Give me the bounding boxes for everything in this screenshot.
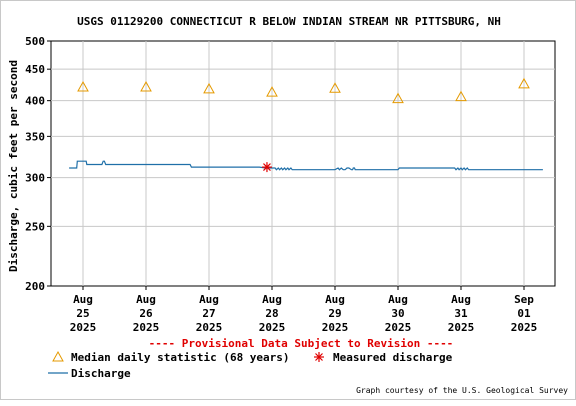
- plot-area: [50, 40, 556, 287]
- median-marker: [203, 82, 215, 94]
- x-tick-label: Aug: [388, 293, 408, 306]
- series-layer: [69, 77, 543, 173]
- y-axis: 200 250 300 350 400 450 500: [25, 35, 51, 293]
- x-tick-label: Aug: [199, 293, 219, 306]
- y-tick-label: 500: [25, 35, 45, 48]
- x-tick-label: 2025: [70, 321, 97, 334]
- legend-discharge-label: Discharge: [71, 367, 131, 380]
- x-tick-label: 25: [76, 307, 89, 320]
- x-tick-label: 2025: [448, 321, 475, 334]
- x-tick-label: 31: [454, 307, 468, 320]
- provisional-notice: ---- Provisional Data Subject to Revisio…: [149, 337, 454, 350]
- median-marker: [140, 80, 152, 92]
- y-tick-label: 400: [25, 95, 45, 108]
- x-tick-label: Aug: [262, 293, 282, 306]
- legend-median-marker: [52, 350, 64, 362]
- x-tick-label: 29: [328, 307, 341, 320]
- x-axis: Aug252025Aug262025Aug272025Aug282025Aug2…: [70, 286, 538, 334]
- legend-median-label: Median daily statistic (68 years): [71, 351, 290, 364]
- discharge-series-line: [69, 160, 543, 171]
- y-tick-label: 450: [25, 63, 45, 76]
- legend: Median daily statistic (68 years) Measur…: [48, 350, 453, 380]
- x-tick-label: 2025: [259, 321, 286, 334]
- x-tick-label: 2025: [511, 321, 538, 334]
- x-tick-label: Aug: [136, 293, 156, 306]
- x-tick-label: 26: [139, 307, 153, 320]
- x-tick-label: 2025: [322, 321, 349, 334]
- median-marker: [329, 82, 341, 93]
- plot-border: [50, 40, 556, 287]
- median-marker: [518, 77, 530, 89]
- x-tick-label: Aug: [451, 293, 471, 306]
- y-tick-label: 300: [25, 172, 45, 185]
- x-tick-label: 2025: [196, 321, 223, 334]
- median-marker: [392, 92, 404, 104]
- legend-measured-label: Measured discharge: [333, 351, 453, 364]
- x-tick-label: 01: [517, 307, 531, 320]
- x-tick-label: Aug: [73, 293, 93, 306]
- x-tick-label: 2025: [133, 321, 160, 334]
- median-marker: [266, 86, 278, 97]
- courtesy-note: Graph courtesy of the U.S. Geological Su…: [356, 386, 568, 395]
- x-tick-label: 28: [265, 307, 278, 320]
- x-tick-label: 2025: [385, 321, 412, 334]
- y-tick-label: 200: [25, 280, 45, 293]
- chart-title: USGS 01129200 CONNECTICUT R BELOW INDIAN…: [77, 15, 501, 28]
- x-tick-label: 27: [202, 307, 215, 320]
- x-tick-label: Aug: [325, 293, 345, 306]
- y-tick-label: 250: [25, 220, 45, 233]
- median-marker: [455, 90, 467, 102]
- x-tick-label: 30: [391, 307, 404, 320]
- legend-measured-marker: [314, 352, 324, 362]
- median-marker: [77, 80, 89, 92]
- y-axis-label: Discharge, cubic feet per second: [7, 60, 20, 272]
- y-tick-label: 350: [25, 130, 45, 143]
- measured-marker: [261, 162, 272, 173]
- x-tick-label: Sep: [514, 293, 534, 306]
